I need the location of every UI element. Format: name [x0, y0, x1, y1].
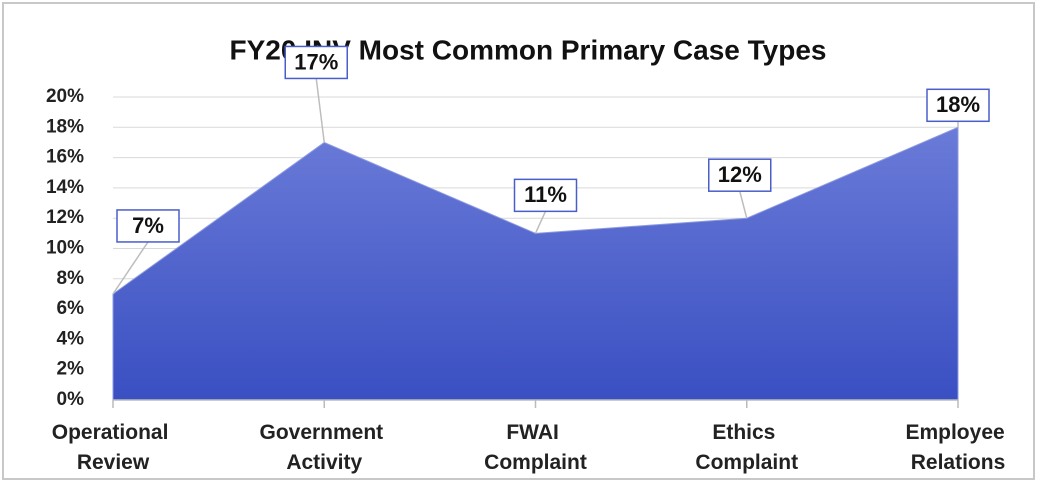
area — [112, 126, 959, 401]
y-tick-label: 8% — [57, 268, 85, 289]
leader-line — [315, 78, 325, 143]
x-tick-label: FWAI Complaint — [484, 421, 587, 474]
y-tick-label: 2% — [57, 359, 85, 380]
value-label: 7% — [132, 213, 164, 238]
value-label: 11% — [524, 182, 567, 207]
value-label-box — [284, 45, 348, 80]
leader-line — [112, 241, 149, 295]
y-tick-label: 20% — [46, 86, 84, 107]
y-tick-label: 10% — [46, 238, 84, 259]
value-label: 18% — [936, 92, 980, 117]
leader-line — [739, 191, 748, 219]
value-label-box — [513, 178, 578, 213]
x-tick-label: Ethics Complaint — [695, 421, 798, 474]
y-tick-label: 14% — [46, 177, 84, 198]
x-tick-label: Operational Review — [52, 421, 175, 474]
y-tick-label: 18% — [46, 116, 84, 137]
x-tick-label: Employee Relations — [905, 421, 1010, 474]
value-label: 17% — [294, 49, 338, 74]
value-label-box — [708, 158, 772, 192]
y-tick-label: 0% — [57, 389, 85, 410]
y-tick-label: 4% — [57, 328, 85, 349]
value-label-box — [116, 209, 180, 243]
leader-line — [534, 211, 547, 234]
y-tick-label: 12% — [46, 207, 84, 228]
value-label: 12% — [718, 162, 762, 187]
y-tick-label: 6% — [57, 298, 85, 319]
x-tick-label: Government Activity — [259, 421, 389, 474]
y-tick-label: 16% — [46, 147, 84, 168]
value-label-box — [926, 88, 990, 123]
